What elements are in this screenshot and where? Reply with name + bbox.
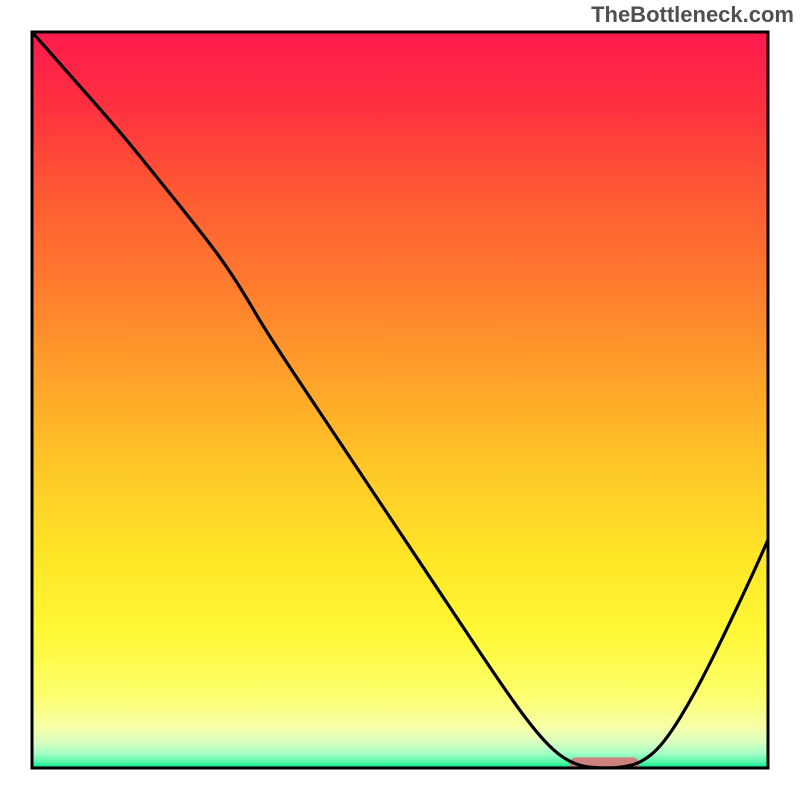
bottleneck-chart [0, 0, 800, 800]
chart-stage: TheBottleneck.com [0, 0, 800, 800]
watermark-text: TheBottleneck.com [591, 2, 794, 28]
plot-background [32, 32, 768, 768]
